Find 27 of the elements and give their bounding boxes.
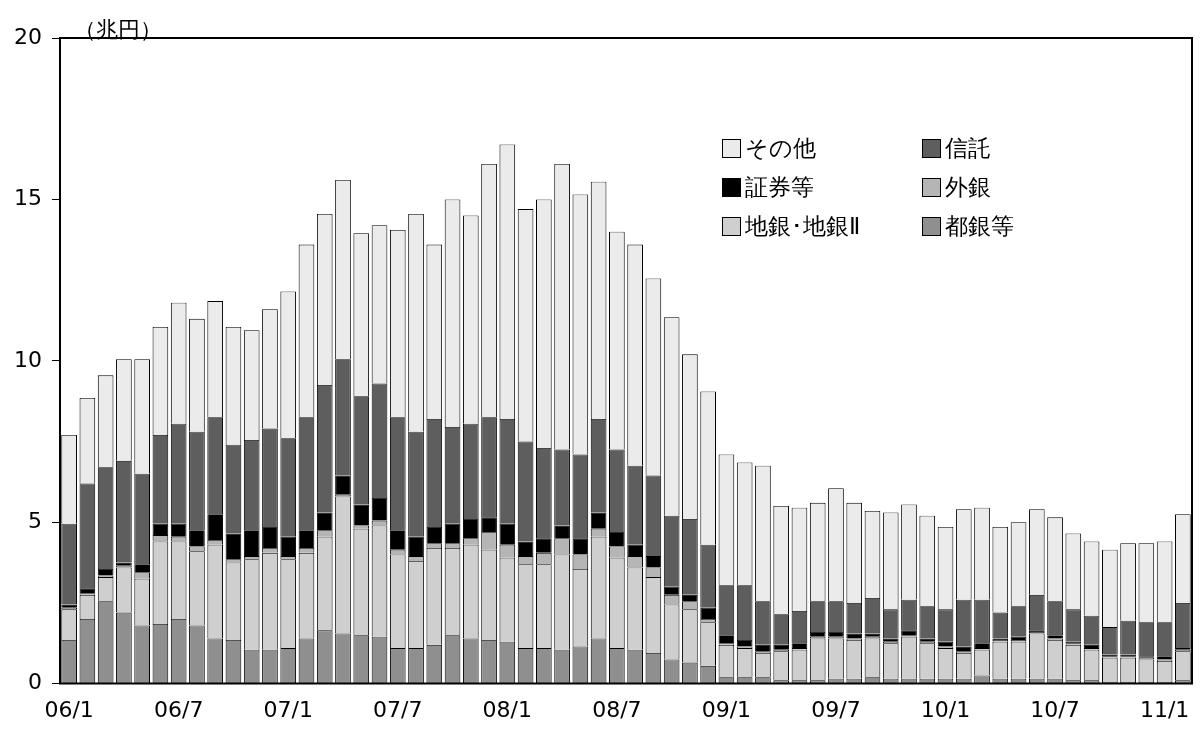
y-tick-label: 10: [13, 346, 42, 372]
legend-label: 信託: [945, 134, 991, 163]
x-tick-label: 08/7: [592, 696, 642, 722]
x-tick-label: 06/1: [44, 696, 94, 722]
bar: [755, 644, 771, 652]
bar: [901, 630, 917, 636]
x-tick-label: 08/1: [482, 696, 533, 722]
bar: [682, 594, 698, 602]
legend-label: 地銀･地銀Ⅱ: [745, 212, 861, 241]
bar: [262, 527, 278, 549]
legend-label: 都銀等: [945, 212, 1014, 241]
x-tick-label: 10/1: [920, 696, 971, 722]
x-tick-label: 06/7: [153, 696, 204, 722]
bar: [974, 643, 990, 649]
x-tick-label: 07/7: [373, 696, 423, 722]
y-tick-label: 15: [13, 185, 42, 211]
y-tick-label: 0: [27, 669, 42, 695]
y-tick-label: 5: [27, 507, 42, 533]
x-tick-label: 11/1: [1139, 696, 1190, 722]
legend-label: 証券等: [745, 173, 814, 202]
x-tick-label: 07/1: [263, 696, 313, 722]
x-tick-label: 10/7: [1030, 696, 1080, 722]
x-tick-label: 09/7: [811, 696, 861, 722]
x-tick-label: 09/1: [701, 696, 752, 722]
legend-label: その他: [745, 134, 816, 163]
legend-label: 外銀: [945, 173, 991, 202]
y-tick-label: 20: [13, 23, 42, 49]
